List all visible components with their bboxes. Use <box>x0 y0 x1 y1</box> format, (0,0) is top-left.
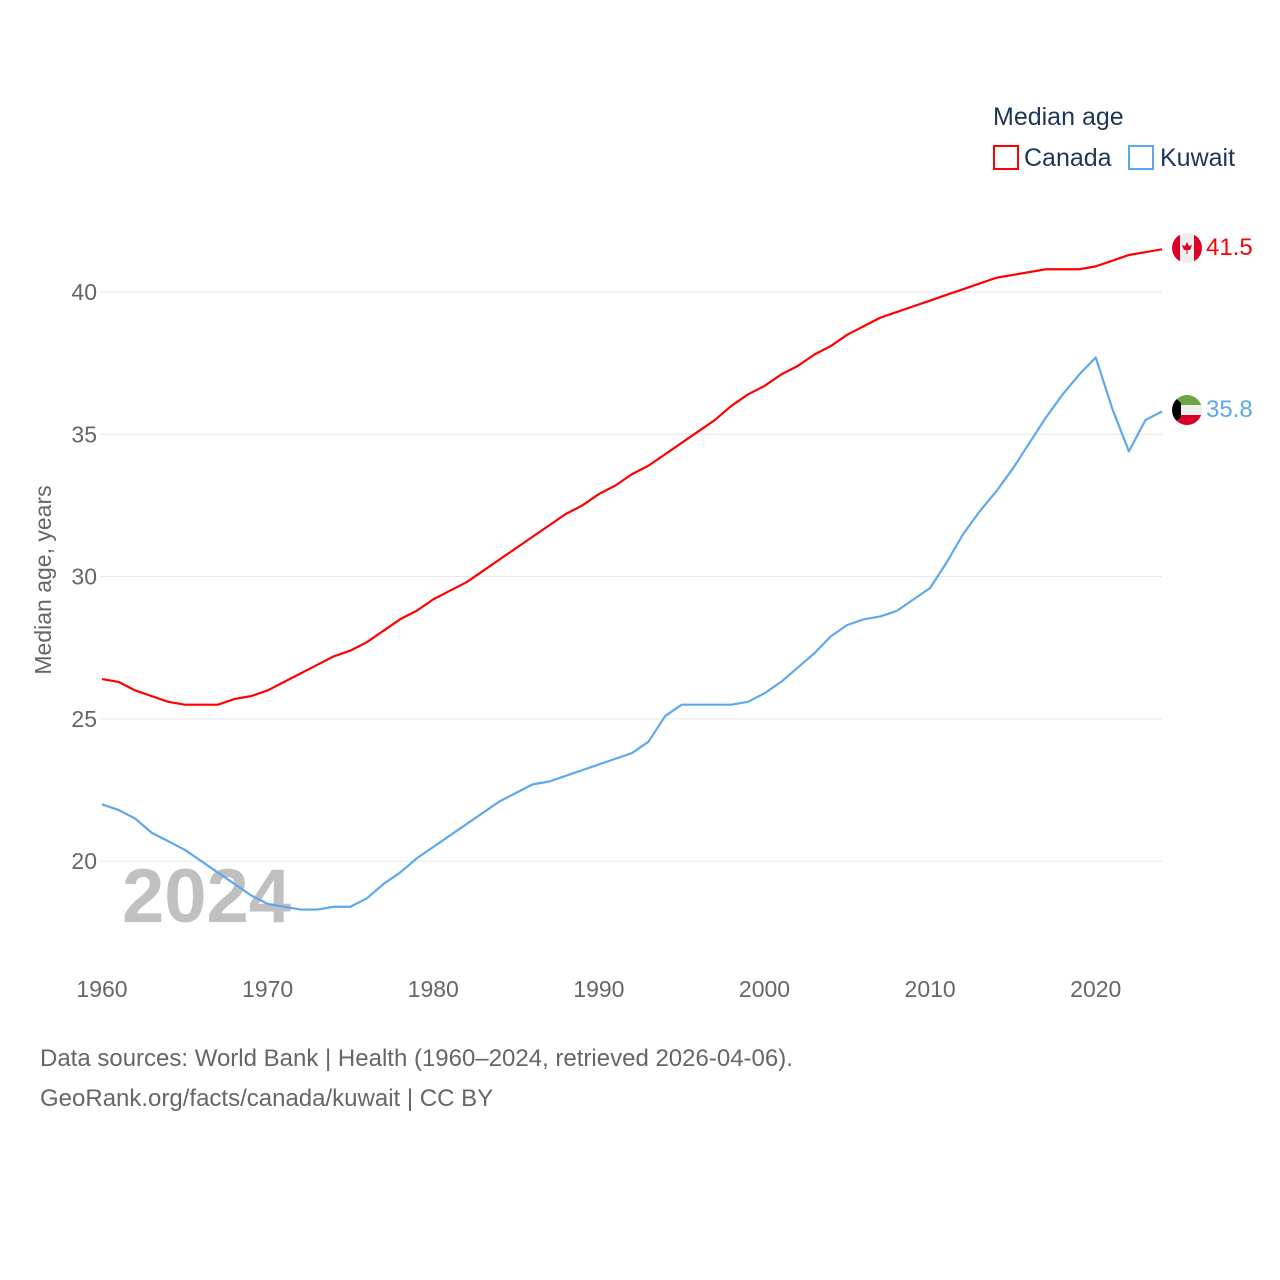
series-line-kuwait <box>101 356 1163 911</box>
legend-swatch-kuwait <box>1128 145 1154 170</box>
year-watermark: 2024 <box>122 854 291 939</box>
canada-flag-icon <box>1172 233 1202 263</box>
x-tick-label: 2010 <box>905 976 956 1002</box>
legend-label-canada: Canada <box>1024 144 1112 172</box>
y-tick-label: 35 <box>71 421 97 447</box>
x-tick-label: 1980 <box>408 976 459 1002</box>
footer-sources: Data sources: World Bank | Health (1960–… <box>40 1045 793 1072</box>
end-label-kuwait: 35.8 <box>1206 396 1253 423</box>
series-line-canada <box>101 248 1163 706</box>
y-tick-label: 40 <box>71 279 97 305</box>
legend-title: Median age <box>993 103 1124 131</box>
y-tick-label: 30 <box>71 564 97 590</box>
x-tick-label: 1960 <box>76 976 127 1002</box>
x-tick-label: 1970 <box>242 976 293 1002</box>
legend-item-kuwait[interactable]: Kuwait <box>1128 144 1235 172</box>
y-axis-label: Median age, years <box>30 485 56 674</box>
x-tick-label: 2000 <box>739 976 790 1002</box>
footer-credit: GeoRank.org/facts/canada/kuwait | CC BY <box>40 1085 494 1112</box>
y-tick-label: 25 <box>71 706 97 732</box>
kuwait-flag-icon <box>1172 395 1202 425</box>
y-tick-label: 20 <box>71 848 97 874</box>
end-label-canada: 41.5 <box>1206 234 1253 261</box>
x-tick-label: 2020 <box>1070 976 1121 1002</box>
legend-item-canada[interactable]: Canada <box>993 144 1112 172</box>
legend-swatch-canada <box>993 145 1019 170</box>
x-tick-label: 1990 <box>573 976 624 1002</box>
legend-label-kuwait: Kuwait <box>1160 144 1235 172</box>
